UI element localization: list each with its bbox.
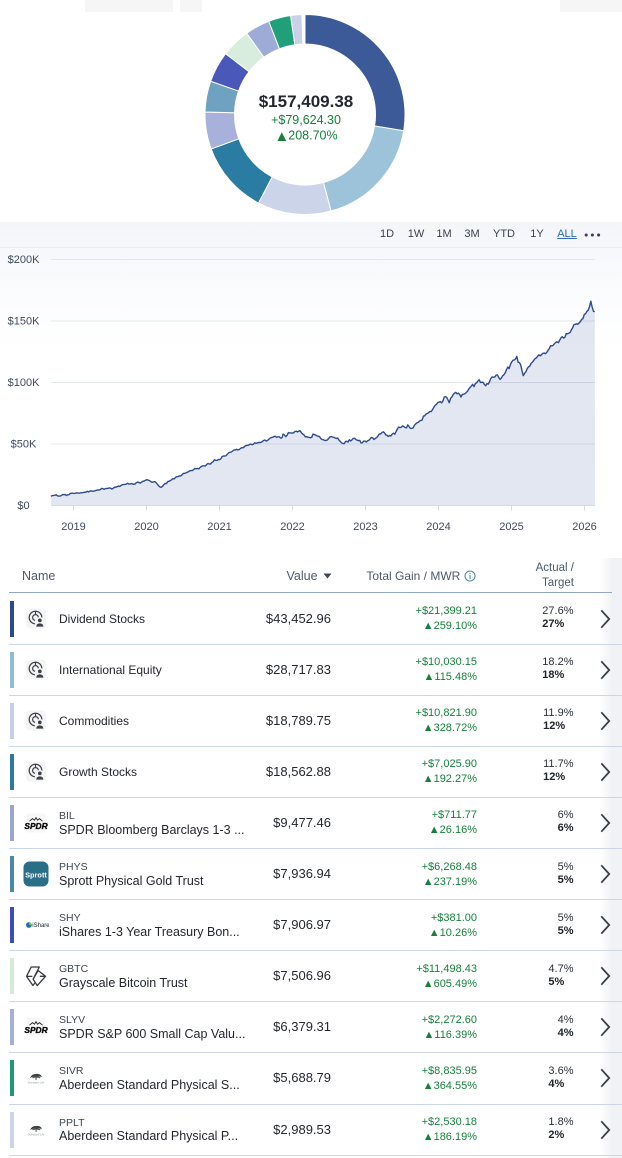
svg-text:$50K: $50K (11, 439, 37, 451)
svg-text:$0: $0 (17, 500, 29, 512)
svg-text:SPDR: SPDR (24, 821, 47, 831)
svg-text:iShares: iShares (32, 923, 49, 929)
svg-text:2021: 2021 (207, 521, 231, 533)
svg-text:Standard Life: Standard Life (28, 1081, 45, 1085)
svg-text:Sprott: Sprott (25, 870, 47, 879)
svg-text:2025: 2025 (499, 521, 523, 533)
svg-text:2023: 2023 (353, 521, 377, 533)
svg-text:SPDR: SPDR (24, 1025, 47, 1035)
svg-text:2019: 2019 (61, 521, 85, 533)
svg-text:2024: 2024 (426, 521, 450, 533)
svg-text:$200K: $200K (8, 254, 40, 266)
svg-text:2020: 2020 (134, 521, 158, 533)
svg-text:$100K: $100K (8, 377, 40, 389)
svg-text:$150K: $150K (8, 316, 40, 328)
svg-text:2022: 2022 (280, 521, 304, 533)
svg-text:2026: 2026 (572, 521, 596, 533)
svg-text:Standard Life: Standard Life (28, 1132, 45, 1136)
